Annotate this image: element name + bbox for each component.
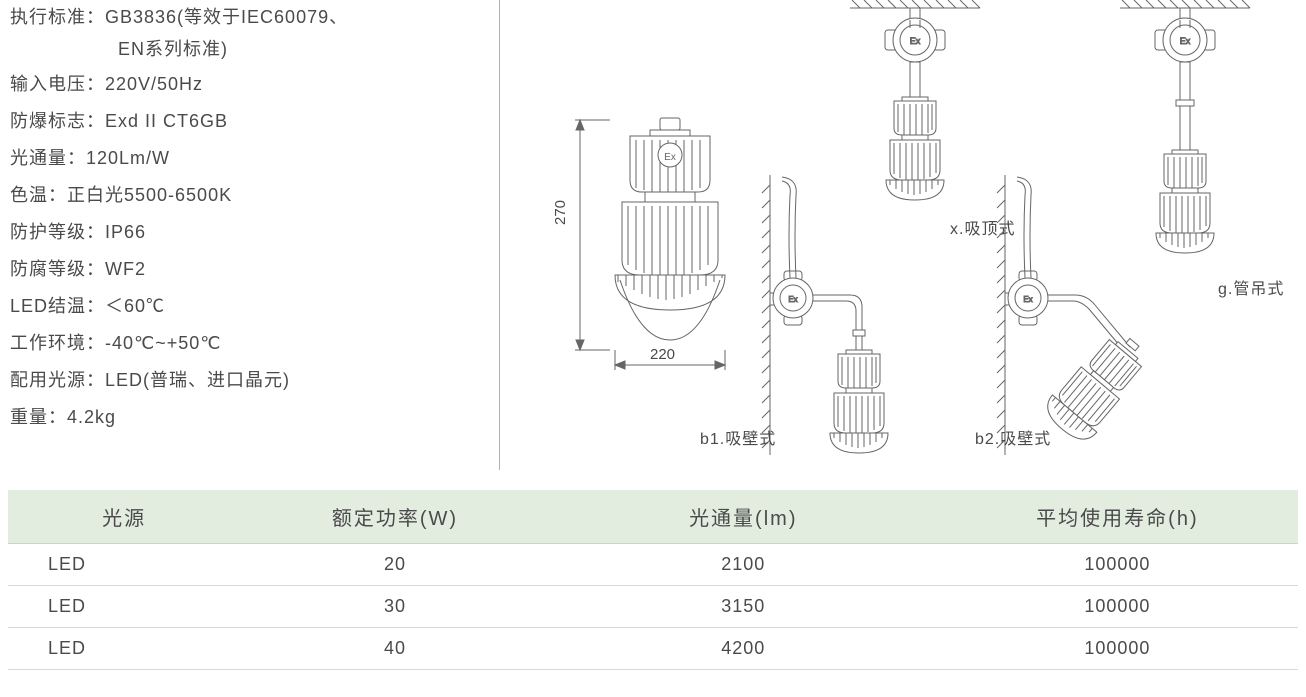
table-row: LED 30 3150 100000 [8, 586, 1298, 628]
table-row: LED 20 2100 100000 [8, 544, 1298, 586]
svg-text:Ex: Ex [910, 36, 921, 46]
spec-value: 220V/50Hz [105, 71, 203, 98]
lamp-wall-b1-icon: Ex [760, 175, 920, 465]
table-header-row: 光源 额定功率(W) 光通量(lm) 平均使用寿命(h) [8, 490, 1298, 544]
spec-value: LED(普瑞、进口晶元) [105, 367, 290, 394]
spec-row: 输入电压： 220V/50Hz [10, 71, 489, 98]
diagrams-panel: Ex 270 220 Ex [500, 0, 1306, 470]
table-cell: 100000 [937, 544, 1298, 586]
table-cell: 2100 [550, 544, 937, 586]
table-header: 光通量(lm) [550, 490, 937, 544]
spec-label: 执行标准： [10, 4, 105, 31]
mount-label-b1: b1.吸壁式 [700, 425, 776, 449]
spec-value: WF2 [105, 256, 146, 283]
spec-row: 执行标准： GB3836(等效于IEC60079、 [10, 4, 489, 31]
spec-value: ＜60℃ [105, 293, 165, 320]
top-section: 执行标准： GB3836(等效于IEC60079、 EN系列标准) 输入电压： … [0, 0, 1306, 470]
spec-label: 配用光源： [10, 367, 105, 394]
table-cell: 30 [240, 586, 550, 628]
table-header: 额定功率(W) [240, 490, 550, 544]
svg-text:Ex: Ex [664, 152, 676, 163]
dim-width-label: 220 [650, 346, 675, 363]
spec-value: 120Lm/W [86, 145, 170, 172]
spec-label: 光通量： [10, 145, 86, 172]
spec-continuation: EN系列标准) [10, 35, 489, 61]
spec-label: 防腐等级： [10, 256, 105, 283]
table-row: LED 40 4200 100000 [8, 628, 1298, 670]
spec-row: 光通量： 120Lm/W [10, 145, 489, 172]
spec-value: 正白光5500-6500K [67, 182, 232, 209]
table-cell: LED [8, 586, 240, 628]
spec-label: 输入电压： [10, 71, 105, 98]
table-cell: 100000 [937, 628, 1298, 670]
spec-row: 配用光源： LED(普瑞、进口晶元) [10, 367, 489, 394]
spec-row: 重量： 4.2kg [10, 404, 489, 431]
spec-value: Exd II CT6GB [105, 108, 228, 135]
spec-row: 防腐等级： WF2 [10, 256, 489, 283]
spec-label: 防爆标志： [10, 108, 105, 135]
spec-row: LED结温： ＜60℃ [10, 293, 489, 320]
spec-value: IP66 [105, 219, 146, 246]
spec-label: 色温： [10, 182, 67, 209]
spec-value: -40℃~+50℃ [105, 330, 222, 357]
table-header: 光源 [8, 490, 240, 544]
table-cell: 3150 [550, 586, 937, 628]
spec-label: LED结温： [10, 293, 105, 320]
specs-table: 光源 额定功率(W) 光通量(lm) 平均使用寿命(h) LED 20 2100… [8, 490, 1298, 670]
table-cell: 4200 [550, 628, 937, 670]
table-cell: 40 [240, 628, 550, 670]
table-cell: LED [8, 628, 240, 670]
table-header: 平均使用寿命(h) [937, 490, 1298, 544]
spec-label: 工作环境： [10, 330, 105, 357]
dim-height-label: 270 [552, 200, 569, 225]
table-cell: LED [8, 544, 240, 586]
lamp-wall-b2-icon: Ex [995, 175, 1215, 465]
svg-text:Ex: Ex [788, 295, 797, 304]
spec-value: GB3836(等效于IEC60079、 [105, 4, 348, 31]
mount-label-b2: b2.吸壁式 [975, 425, 1051, 449]
spec-label: 防护等级： [10, 219, 105, 246]
spec-row: 防爆标志： Exd II CT6GB [10, 108, 489, 135]
mount-label-g: g.管吊式 [1218, 275, 1284, 299]
table-cell: 20 [240, 544, 550, 586]
specs-panel: 执行标准： GB3836(等效于IEC60079、 EN系列标准) 输入电压： … [0, 0, 500, 470]
spec-row: 工作环境： -40℃~+50℃ [10, 330, 489, 357]
spec-label: 重量： [10, 404, 67, 431]
spec-row: 色温： 正白光5500-6500K [10, 182, 489, 209]
svg-text:Ex: Ex [1023, 295, 1032, 304]
spec-row: 防护等级： IP66 [10, 219, 489, 246]
table-cell: 100000 [937, 586, 1298, 628]
spec-value: 4.2kg [67, 404, 116, 431]
table-section: 光源 额定功率(W) 光通量(lm) 平均使用寿命(h) LED 20 2100… [0, 470, 1306, 670]
svg-text:Ex: Ex [1180, 36, 1191, 46]
